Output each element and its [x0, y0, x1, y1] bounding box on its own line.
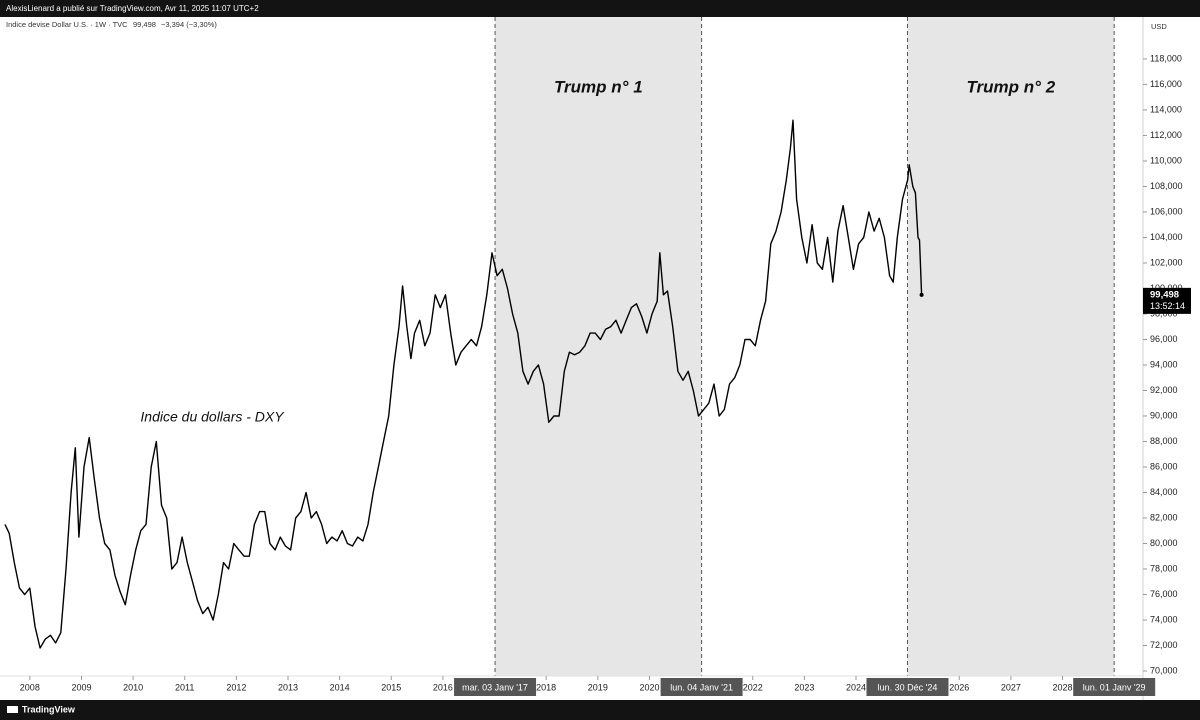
y-tick-label: 94,000: [1150, 359, 1178, 369]
x-tick-label: 2009: [71, 682, 91, 692]
brand: TradingView: [22, 704, 76, 714]
date-label-box: [866, 678, 949, 696]
date-label: lun. 04 Janv '21: [670, 682, 733, 692]
region-label: Trump n° 2: [966, 77, 1055, 96]
date-label: mar. 03 Janv '17: [462, 682, 528, 692]
legend-symbol: Indice devise Dollar U.S. · 1W · TVC: [6, 20, 128, 29]
plot: Trump n° 1 Trump n° 2 Indice du dollars - …: [4, 17, 1115, 676]
y-tick-label: 114,000: [1150, 104, 1182, 114]
last-price-badge: [1143, 287, 1191, 314]
region-label: Trump n° 1: [554, 77, 643, 96]
x-tick-label: 2013: [278, 682, 298, 692]
y-tick-label: 118,000: [1150, 53, 1182, 63]
x-tick-label: 2019: [588, 682, 608, 692]
logo-icon: [7, 706, 18, 713]
y-tick-label: 80,000: [1150, 538, 1178, 548]
x-tick-label: 2023: [794, 682, 814, 692]
y-tick-label: 110,000: [1150, 155, 1182, 165]
x-tick-label: 2016: [433, 682, 453, 692]
y-tick-label: 86,000: [1150, 461, 1178, 471]
x-tick-label: 2015: [381, 682, 401, 692]
date-label-box: [660, 678, 743, 696]
x-tick-label: 2010: [123, 682, 143, 692]
currency: USD: [1151, 22, 1167, 31]
date-label: lun. 30 Déc '24: [878, 682, 938, 692]
last-price-label: 99,498: [1150, 289, 1179, 300]
date-label-box: [454, 678, 537, 696]
y-tick-label: 102,000: [1150, 257, 1183, 267]
x-tick-label: 2011: [175, 682, 194, 692]
x-tick-label: 2026: [949, 682, 969, 692]
y-tick-label: 84,000: [1150, 487, 1178, 497]
y-tick-label: 82,000: [1150, 512, 1178, 522]
legend-change: −3,394 (−3,30%): [161, 20, 217, 29]
last-point: [919, 292, 924, 297]
date-label: lun. 01 Janv '29: [1083, 682, 1146, 692]
y-tick-label: 116,000: [1150, 79, 1182, 89]
x-tick-label: 2018: [536, 682, 556, 692]
x-tick-label: 2012: [226, 682, 246, 692]
y-tick-label: 106,000: [1150, 206, 1183, 216]
x-tick-label: 2020: [639, 682, 659, 692]
x-tick-label: 2022: [743, 682, 763, 692]
y-tick-label: 96,000: [1150, 334, 1178, 344]
price-line: [4, 119, 923, 649]
y-tick-label: 78,000: [1150, 563, 1178, 573]
y-tick-label: 92,000: [1150, 385, 1178, 395]
countdown: 13:52:14: [1150, 301, 1185, 311]
y-tick-label: 88,000: [1150, 436, 1178, 446]
x-tick-label: 2028: [1053, 682, 1073, 692]
y-tick-label: 74,000: [1150, 614, 1178, 624]
series-name: Indice du dollars - DXY: [140, 409, 285, 425]
y-tick-label: 108,000: [1150, 181, 1183, 191]
x-tick-label: 2024: [846, 682, 866, 692]
bottom-bar: [0, 700, 1200, 720]
shaded-region: [907, 17, 1115, 676]
y-tick-label: 76,000: [1150, 589, 1178, 599]
date-label-box: [1073, 678, 1156, 696]
y-tick-label: 100,000: [1150, 283, 1183, 293]
x-tick-label: 2027: [1001, 682, 1021, 692]
y-tick-label: 70,000: [1150, 665, 1178, 675]
y-tick-label: 90,000: [1150, 410, 1178, 420]
y-tick-label: 104,000: [1150, 232, 1183, 242]
legend-last: 99,498: [133, 20, 156, 29]
shaded-region: [495, 17, 702, 676]
x-tick-label: 2008: [20, 682, 40, 692]
top-bar: [0, 0, 1200, 17]
publisher: AlexisLienard a publié sur TradingView.c…: [6, 4, 259, 13]
y-tick-label: 72,000: [1150, 640, 1178, 650]
x-tick-label: 2014: [330, 682, 350, 692]
y-tick-label: 112,000: [1150, 130, 1182, 140]
